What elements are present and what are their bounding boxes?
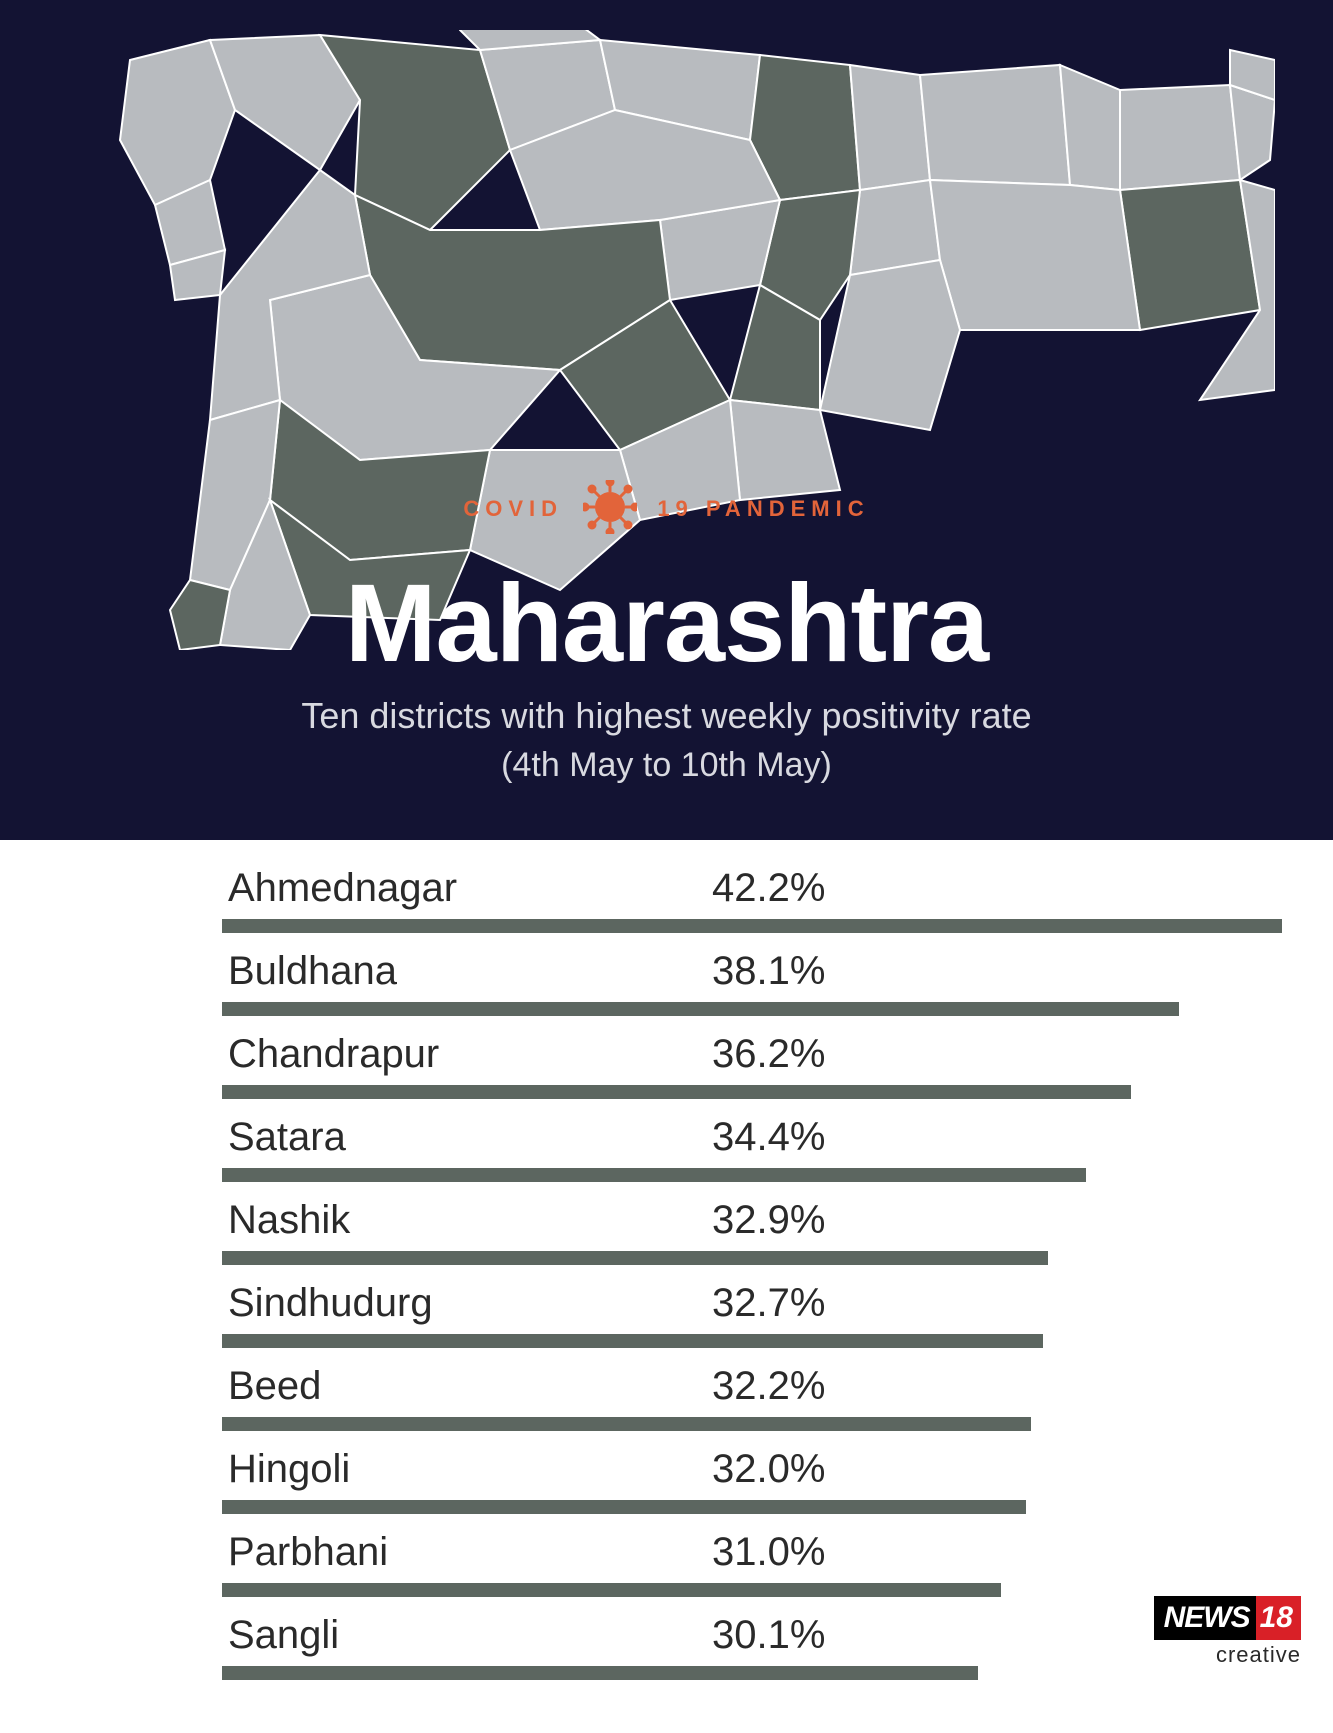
brand-logo: NEWS 18 creative: [1154, 1596, 1301, 1668]
page-title: Maharashtra: [0, 560, 1333, 687]
bar-row: Beed 32.2%: [222, 1356, 1293, 1439]
bar-fill: [222, 1251, 1048, 1265]
bar-label: Beed: [228, 1364, 321, 1409]
district-amravati: [920, 65, 1070, 185]
bar-value: 32.7%: [712, 1281, 825, 1326]
logo-badge: NEWS 18: [1154, 1596, 1301, 1640]
district-akola: [850, 65, 930, 190]
bar-label: Ahmednagar: [228, 866, 457, 911]
district-yavatmal: [930, 180, 1140, 330]
bar-fill: [222, 1002, 1179, 1016]
logo-tagline: creative: [1154, 1642, 1301, 1668]
bar-fill: [222, 919, 1282, 933]
bar-fill: [222, 1417, 1031, 1431]
bar-value: 30.1%: [712, 1613, 825, 1658]
bar-fill: [222, 1500, 1026, 1514]
badge-text-right: 19 PANDEMIC: [657, 496, 869, 521]
bar-value: 32.2%: [712, 1364, 825, 1409]
bar-label: Parbhani: [228, 1530, 388, 1575]
district-wardha: [1060, 65, 1120, 190]
bar-row: Chandrapur 36.2%: [222, 1024, 1293, 1107]
virus-icon: [583, 480, 637, 540]
bar-value: 42.2%: [712, 866, 825, 911]
bar-row: Buldhana 38.1%: [222, 941, 1293, 1024]
bar-row: Sindhudurg 32.7%: [222, 1273, 1293, 1356]
bar-label: Hingoli: [228, 1447, 350, 1492]
map-svg: [60, 30, 1275, 650]
district-palghar: [120, 40, 235, 205]
bar-fill: [222, 1085, 1131, 1099]
badge-text-left: COVID: [463, 496, 563, 521]
covid-badge: COVID: [0, 480, 1333, 540]
bar-value: 36.2%: [712, 1032, 825, 1077]
bar-label: Sindhudurg: [228, 1281, 433, 1326]
bar-label: Nashik: [228, 1198, 350, 1243]
logo-text-news: NEWS: [1154, 1596, 1256, 1640]
date-range: (4th May to 10th May): [0, 746, 1333, 785]
bar-value: 32.0%: [712, 1447, 825, 1492]
bar-row: Satara 34.4%: [222, 1107, 1293, 1190]
bar-value: 32.9%: [712, 1198, 825, 1243]
bar-row: Nashik 32.9%: [222, 1190, 1293, 1273]
bar-value: 38.1%: [712, 949, 825, 994]
bar-fill: [222, 1334, 1043, 1348]
page-subtitle: Ten districts with highest weekly positi…: [0, 695, 1333, 737]
bar-row: Parbhani 31.0%: [222, 1522, 1293, 1605]
bar-label: Chandrapur: [228, 1032, 439, 1077]
bar-value: 34.4%: [712, 1115, 825, 1160]
bar-label: Buldhana: [228, 949, 397, 994]
bar-row: Ahmednagar 42.2%: [222, 858, 1293, 941]
district-chandrapur: [1120, 180, 1260, 330]
bar-row: Hingoli 32.0%: [222, 1439, 1293, 1522]
bar-row: Sangli 30.1%: [222, 1605, 1293, 1688]
infographic-page: COVID: [0, 0, 1333, 1733]
district-washim: [850, 180, 940, 275]
logo-text-18: 18: [1256, 1596, 1301, 1640]
bar-fill: [222, 1666, 978, 1680]
bar-label: Sangli: [228, 1613, 339, 1658]
bar-label: Satara: [228, 1115, 346, 1160]
header-panel: COVID: [0, 0, 1333, 840]
bar-chart: Ahmednagar 42.2% Buldhana 38.1% Chandrapur 36…: [0, 858, 1333, 1688]
maharashtra-map: [60, 30, 1275, 650]
bar-fill: [222, 1168, 1086, 1182]
chart-panel: Ahmednagar 42.2% Buldhana 38.1% Chandrapur 36…: [0, 840, 1333, 1733]
district-nagpur: [1120, 85, 1240, 190]
bar-value: 31.0%: [712, 1530, 825, 1575]
bar-fill: [222, 1583, 1001, 1597]
